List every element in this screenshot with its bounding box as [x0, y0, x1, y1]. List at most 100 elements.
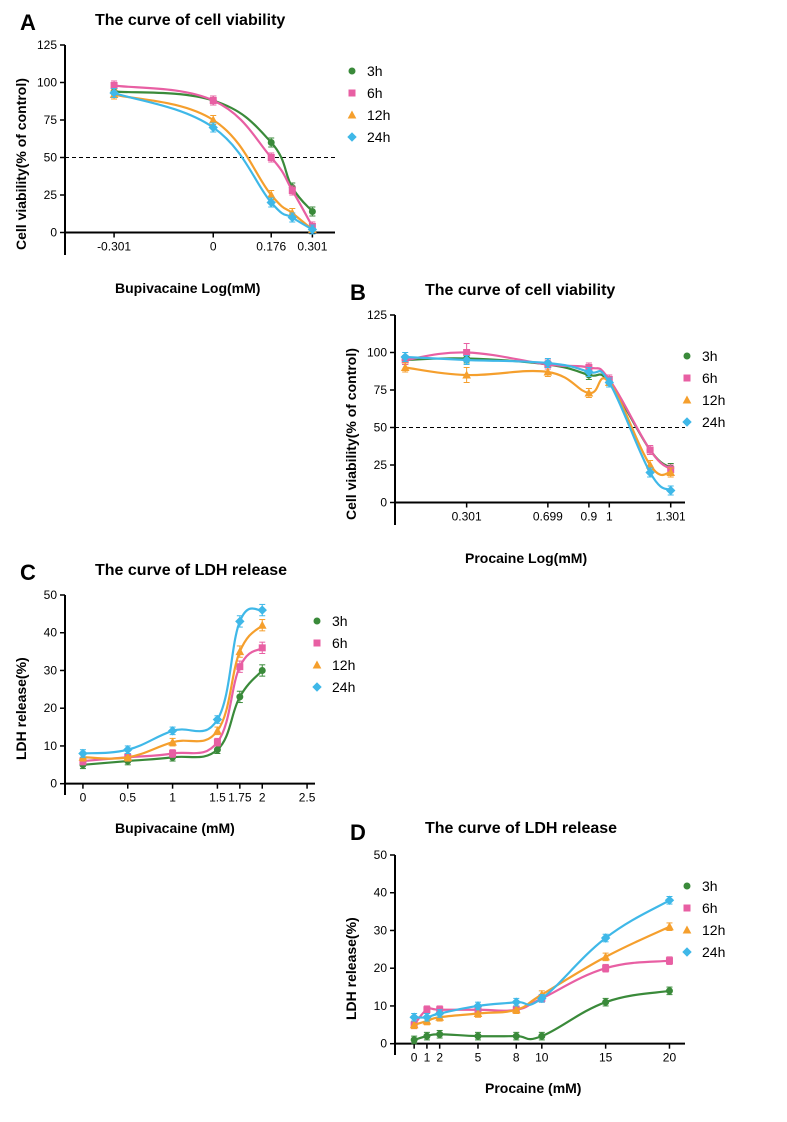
svg-text:0: 0	[50, 226, 57, 240]
svg-text:50: 50	[44, 151, 58, 165]
svg-text:40: 40	[44, 626, 58, 640]
svg-text:30: 30	[44, 663, 58, 677]
legend-item: 24h	[680, 411, 725, 433]
svg-text:5: 5	[475, 1051, 482, 1065]
svg-text:10: 10	[535, 1051, 549, 1065]
panel-c-title: The curve of LDH release	[95, 562, 287, 580]
legend-c: 3h 6h 12h 24h	[310, 610, 355, 698]
legend-label: 12h	[702, 922, 725, 938]
svg-text:50: 50	[374, 421, 388, 435]
svg-text:1.75: 1.75	[228, 791, 252, 805]
svg-text:75: 75	[374, 383, 388, 397]
panel-c: C The curve of LDH release LDH release(%…	[15, 560, 315, 815]
svg-text:0.301: 0.301	[297, 240, 327, 254]
chart-b: 02550751001250.3010.6990.911.301	[345, 280, 685, 545]
svg-text:20: 20	[374, 961, 388, 975]
svg-text:25: 25	[44, 188, 58, 202]
svg-text:0.301: 0.301	[452, 510, 482, 524]
svg-text:0: 0	[380, 496, 387, 510]
svg-text:1: 1	[606, 510, 613, 524]
svg-text:2.5: 2.5	[299, 791, 315, 805]
svg-text:125: 125	[367, 308, 387, 322]
legend-a: 3h 6h 12h 24h	[345, 60, 390, 148]
svg-text:0: 0	[380, 1037, 387, 1051]
legend-label: 3h	[367, 63, 383, 79]
chart-c: 0102030405000.511.51.7522.5	[15, 560, 315, 815]
legend-label: 6h	[332, 635, 348, 651]
panel-a: A The curve of cell viability Cell viabi…	[15, 10, 335, 275]
chart-d: 0102030405001258101520	[345, 820, 685, 1075]
legend-label: 12h	[702, 392, 725, 408]
svg-text:15: 15	[599, 1051, 613, 1065]
svg-text:40: 40	[374, 886, 388, 900]
legend-label: 12h	[367, 107, 390, 123]
panel-a-xlabel: Bupivacaine Log(mM)	[115, 280, 260, 296]
svg-text:125: 125	[37, 38, 57, 52]
legend-d: 3h 6h 12h 24h	[680, 875, 725, 963]
svg-text:1.5: 1.5	[209, 791, 226, 805]
panel-b-label: B	[350, 280, 366, 306]
legend-item: 6h	[345, 82, 390, 104]
panel-a-ylabel: Cell viability(% of control)	[13, 78, 29, 250]
legend-item: 3h	[310, 610, 355, 632]
panel-d: D The curve of LDH release LDH release(%…	[345, 820, 685, 1075]
svg-text:0: 0	[80, 791, 87, 805]
legend-label: 3h	[702, 878, 718, 894]
svg-text:100: 100	[37, 76, 57, 90]
svg-text:100: 100	[367, 346, 387, 360]
panel-b-xlabel: Procaine Log(mM)	[465, 550, 587, 566]
legend-label: 6h	[702, 370, 718, 386]
panel-a-label: A	[20, 10, 36, 36]
legend-item: 12h	[345, 104, 390, 126]
svg-text:2: 2	[436, 1051, 443, 1065]
panel-a-title: The curve of cell viability	[95, 12, 285, 30]
svg-text:1: 1	[424, 1051, 431, 1065]
legend-b: 3h 6h 12h 24h	[680, 345, 725, 433]
legend-item: 24h	[345, 126, 390, 148]
svg-text:2: 2	[259, 791, 266, 805]
svg-text:-0.301: -0.301	[97, 240, 131, 254]
panel-b: B The curve of cell viability Cell viabi…	[345, 280, 685, 545]
svg-text:50: 50	[374, 848, 388, 862]
legend-item: 6h	[680, 367, 725, 389]
svg-text:0.5: 0.5	[119, 791, 136, 805]
svg-text:1: 1	[169, 791, 176, 805]
panel-d-xlabel: Procaine (mM)	[485, 1080, 581, 1096]
svg-text:8: 8	[513, 1051, 520, 1065]
panel-b-ylabel: Cell viability(% of control)	[343, 348, 359, 520]
legend-label: 12h	[332, 657, 355, 673]
legend-label: 3h	[332, 613, 348, 629]
legend-item: 24h	[680, 941, 725, 963]
svg-text:50: 50	[44, 588, 58, 602]
legend-item: 3h	[680, 875, 725, 897]
svg-text:0: 0	[411, 1051, 418, 1065]
legend-item: 3h	[680, 345, 725, 367]
legend-item: 12h	[680, 389, 725, 411]
legend-label: 24h	[332, 679, 355, 695]
panel-c-ylabel: LDH release(%)	[13, 657, 29, 760]
svg-text:20: 20	[44, 701, 58, 715]
svg-text:1.301: 1.301	[656, 510, 685, 524]
svg-text:0.699: 0.699	[533, 510, 563, 524]
legend-item: 12h	[680, 919, 725, 941]
panel-d-title: The curve of LDH release	[425, 820, 617, 838]
svg-text:20: 20	[663, 1051, 677, 1065]
legend-label: 6h	[367, 85, 383, 101]
legend-item: 12h	[310, 654, 355, 676]
svg-text:0: 0	[50, 777, 57, 791]
svg-text:0: 0	[210, 240, 217, 254]
legend-item: 24h	[310, 676, 355, 698]
svg-text:0.176: 0.176	[256, 240, 286, 254]
legend-label: 24h	[702, 414, 725, 430]
legend-label: 24h	[367, 129, 390, 145]
svg-text:30: 30	[374, 923, 388, 937]
legend-item: 6h	[310, 632, 355, 654]
legend-label: 6h	[702, 900, 718, 916]
svg-text:75: 75	[44, 113, 58, 127]
panel-c-xlabel: Bupivacaine (mM)	[115, 820, 235, 836]
legend-label: 24h	[702, 944, 725, 960]
svg-text:10: 10	[374, 999, 388, 1013]
panel-d-label: D	[350, 820, 366, 846]
legend-item: 6h	[680, 897, 725, 919]
legend-item: 3h	[345, 60, 390, 82]
